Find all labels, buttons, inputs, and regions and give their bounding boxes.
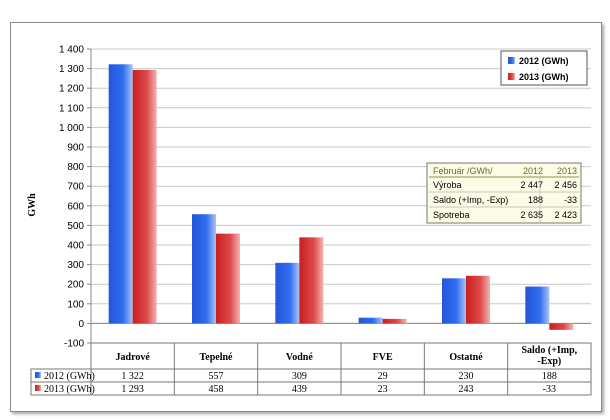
y-tick-label: 500: [67, 221, 84, 232]
y-tick-label: 0: [78, 319, 84, 330]
legend-swatch-2013: [508, 73, 515, 80]
legend-label-2012: 2012 (GWh): [519, 56, 569, 66]
y-tick-label: 1 400: [59, 45, 84, 56]
bar-2013: [466, 275, 490, 324]
data-table-cell: 230: [459, 371, 474, 382]
data-table-cell: 29: [378, 371, 388, 382]
data-table-cell: -33: [543, 384, 556, 395]
table-legend-swatch: [35, 385, 41, 391]
y-tick-label: 700: [67, 182, 84, 193]
inset-header-2013: 2013: [557, 166, 577, 176]
bar-2013: [549, 323, 574, 330]
bar-2013: [382, 318, 407, 324]
bar-2012: [442, 278, 466, 324]
inset-cell: -33: [564, 195, 577, 205]
inset-cell: 2 447: [520, 180, 543, 190]
legend-label-2013: 2013 (GWh): [519, 72, 569, 82]
bar-2012: [108, 64, 133, 324]
y-tick-label: 300: [67, 260, 84, 271]
inset-header-2012: 2012: [523, 166, 543, 176]
table-legend-swatch: [35, 372, 41, 378]
bar-2012: [358, 317, 383, 324]
inset-header-label: Február /GWh/: [433, 166, 493, 176]
category-label: Tepelné: [200, 352, 234, 363]
data-table-cell: 243: [459, 384, 474, 395]
category-label: Ostatné: [449, 352, 483, 363]
legend: 2012 (GWh) 2013 (GWh): [500, 50, 588, 86]
y-tick-label: 900: [67, 143, 84, 154]
data-table-cell: 1 293: [121, 384, 144, 395]
bar-2013: [132, 69, 157, 324]
data-table-cell: 23: [378, 384, 388, 395]
data-table-cell: 309: [292, 371, 307, 382]
inset-row-label: Spotreba: [433, 210, 470, 220]
inset-row-label: Saldo (+Imp, -Exp): [433, 195, 508, 205]
y-tick-label: 400: [67, 241, 84, 252]
y-tick-label: 1 300: [59, 64, 84, 75]
inset-cell: 2 635: [520, 210, 543, 220]
y-tick-label: 1 100: [59, 103, 84, 114]
data-table-cell: 1 322: [121, 371, 144, 382]
data-table-cell: 188: [542, 371, 557, 382]
y-tick-label: -100: [64, 339, 84, 350]
category-label: Vodné: [286, 352, 313, 363]
inset-cell: 2 423: [554, 210, 577, 220]
bar-2012: [275, 262, 300, 324]
y-tick-label: 100: [67, 299, 84, 310]
y-tick-label: 200: [67, 280, 84, 291]
y-tick-label: 800: [67, 162, 84, 173]
table-series-label: 2013 (GWh): [44, 384, 95, 395]
bar-2012: [525, 286, 550, 324]
data-table-cell: 439: [292, 384, 307, 395]
inset-row-label: Výroba: [433, 180, 462, 190]
category-label: FVE: [373, 352, 393, 363]
y-axis-label: GWh: [27, 193, 38, 217]
bar-2012: [192, 214, 216, 324]
inset-cell: 2 456: [554, 180, 577, 190]
y-tick-label: 1 200: [59, 84, 84, 95]
category-label: Jadrové: [116, 352, 151, 363]
data-table-cell: 458: [209, 384, 224, 395]
category-label: Saldo (+Imp, -Exp): [521, 345, 577, 367]
legend-swatch-2012: [508, 57, 515, 64]
chart-frame: 1 400 1 300 1 200 1 100 1 000 900 800 700 600 500…: [10, 22, 602, 412]
bar-2013: [299, 237, 324, 324]
inset-table: Február /GWh/ 2012 2013 Výroba 2 447 2 4…: [426, 162, 582, 224]
inset-cell: 188: [528, 195, 543, 205]
bar-2013: [216, 233, 240, 324]
table-series-label: 2012 (GWh): [44, 371, 95, 382]
y-tick-label: 600: [67, 201, 84, 212]
data-table-cell: 557: [209, 371, 224, 382]
y-tick-label: 1 000: [59, 123, 84, 134]
chart: 1 400 1 300 1 200 1 100 1 000 900 800 700 600 500…: [27, 45, 592, 396]
